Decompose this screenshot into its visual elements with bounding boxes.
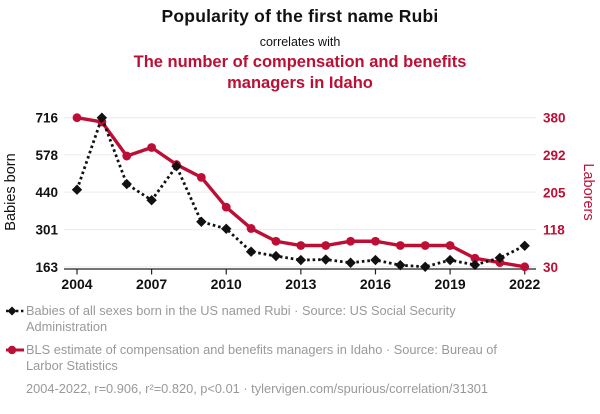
- correlates-with-label: correlates with: [259, 35, 341, 49]
- right-axis-ticks: 380 292 205 118 30: [543, 111, 566, 275]
- svg-text:118: 118: [543, 222, 565, 237]
- svg-text:30: 30: [543, 260, 558, 275]
- svg-text:2013: 2013: [285, 276, 316, 292]
- legend-item-laborers: BLS estimate of compensation and benefit…: [6, 342, 596, 374]
- svg-text:301: 301: [35, 223, 58, 238]
- right-axis-label: Laborers: [580, 163, 596, 220]
- line-chart-canvas: 2004 2007 2010 2013 2016 2019 2022716578440301…: [3, 111, 596, 292]
- svg-text:578: 578: [35, 148, 58, 163]
- svg-text:2004: 2004: [61, 276, 92, 292]
- x-axis: 2004 2007 2010 2013 2016 2019 2022: [61, 268, 540, 292]
- chart-title: Popularity of the first name Rubi: [161, 6, 439, 26]
- svg-text:163: 163: [35, 260, 58, 275]
- svg-text:2019: 2019: [435, 276, 466, 292]
- legend-label-babies: Babies of all sexes born in the US named…: [26, 303, 456, 334]
- legend-label-laborers: BLS estimate of compensation and benefit…: [26, 342, 497, 373]
- svg-text:2016: 2016: [360, 276, 391, 292]
- svg-text:440: 440: [35, 185, 58, 200]
- counterpart-title: The number of compensation and benefits …: [133, 53, 467, 92]
- svg-text:2022: 2022: [509, 276, 540, 292]
- svg-text:2010: 2010: [211, 276, 242, 292]
- left-axis-ticks: 716 578 440 301 163: [35, 111, 58, 275]
- legend-item-babies: Babies of all sexes born in the US named…: [6, 303, 596, 335]
- legend: Babies of all sexes born in the US named…: [6, 303, 596, 381]
- left-axis-label: Babies born: [3, 153, 19, 230]
- red-circle-marker-icon: [6, 342, 26, 360]
- svg-text:380: 380: [543, 111, 566, 126]
- svg-text:292: 292: [543, 148, 566, 163]
- series-babies: [71, 112, 530, 272]
- svg-text:2007: 2007: [136, 276, 167, 292]
- svg-text:716: 716: [35, 111, 58, 126]
- svg-text:205: 205: [543, 185, 566, 200]
- black-diamond-marker-icon: [6, 303, 26, 321]
- gridlines: [64, 117, 536, 268]
- stats-footnote: 2004-2022, r=0.906, r²=0.820, p<0.01 · t…: [26, 381, 489, 396]
